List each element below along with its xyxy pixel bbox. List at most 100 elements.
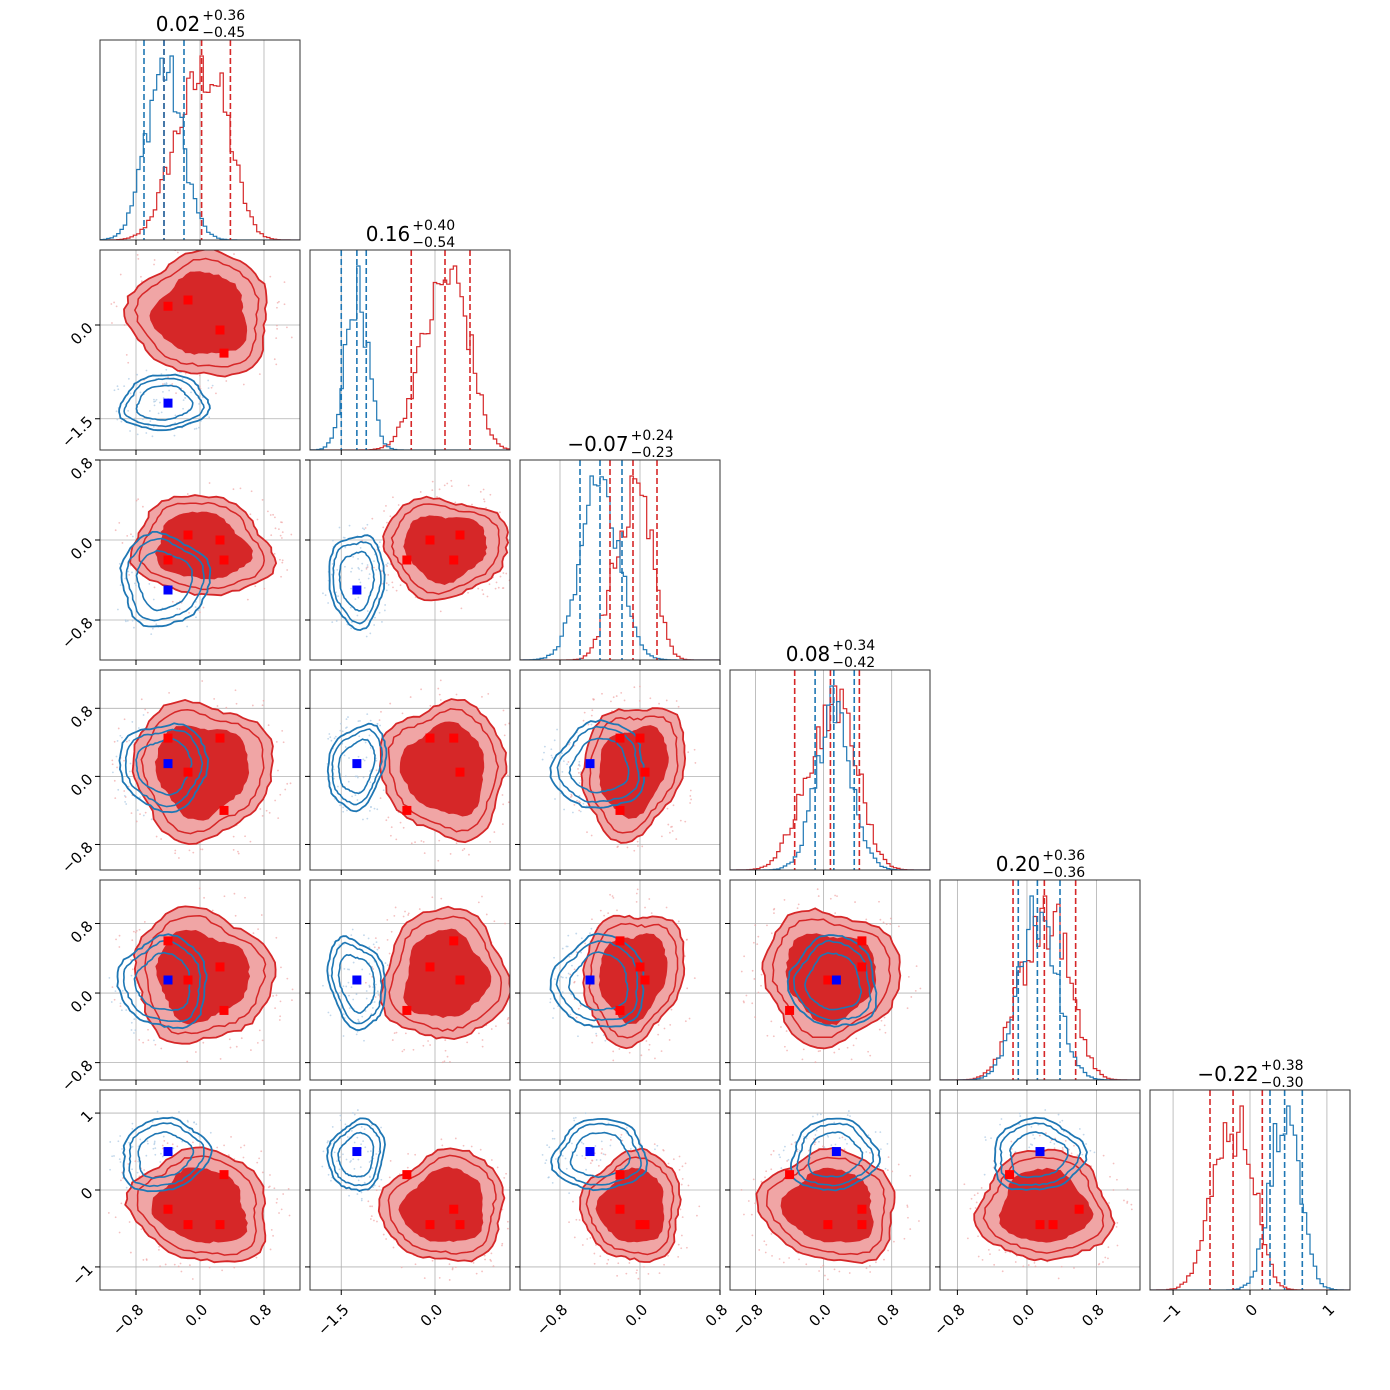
red-sample-point — [516, 969, 518, 971]
red-sample-point — [202, 606, 205, 609]
blue-sample-point — [571, 1142, 573, 1145]
red-sample-point — [644, 906, 646, 909]
red-sample-point — [595, 1244, 597, 1246]
red-sample-point — [450, 485, 453, 487]
blue-sample-point — [121, 736, 123, 739]
blue-sample-point — [544, 1162, 547, 1165]
red-sample-point — [261, 498, 264, 501]
red-sample-point — [414, 1153, 417, 1156]
blue-sample-point — [359, 547, 362, 549]
title-median: 0.08 — [786, 642, 831, 666]
red-sample-point — [485, 913, 488, 916]
blue-sample-point — [353, 1113, 356, 1116]
red-sample-point — [161, 1147, 164, 1150]
blue-sample-point — [846, 1114, 849, 1117]
blue-sample-point — [357, 720, 360, 723]
blue-sample-point — [569, 1013, 572, 1016]
blue-sample-point — [555, 1158, 557, 1160]
red-sample-point — [371, 1205, 373, 1208]
red-sample-point — [584, 942, 587, 945]
blue-sample-point — [131, 535, 134, 538]
red-sample-point — [514, 1193, 516, 1195]
red-sample-point — [855, 1037, 858, 1040]
blue-sample-point — [357, 1020, 360, 1023]
blue-sample-point — [561, 1155, 564, 1157]
red-sample-point — [970, 1197, 973, 1200]
blue-sample-point — [114, 990, 117, 993]
red-sample-point — [518, 1013, 520, 1015]
red-contour-inner — [599, 725, 669, 819]
red-sample-point — [282, 741, 285, 744]
blue-sample-point — [343, 754, 346, 757]
blue-sample-point — [136, 433, 139, 436]
red-sample-point — [143, 921, 146, 923]
red-sample-point — [915, 965, 918, 967]
blue-sample-point — [578, 795, 581, 797]
red-sample-point — [234, 914, 237, 917]
blue-sample-point — [346, 809, 348, 812]
red-sample-point — [389, 702, 392, 705]
red-sample-point — [989, 1253, 991, 1256]
blue-contour-outer — [549, 719, 647, 809]
red-sample-point — [128, 573, 131, 576]
blue-sample-point — [374, 983, 377, 986]
blue-sample-point — [619, 1136, 622, 1139]
red-sample-point — [443, 1060, 446, 1063]
blue-sample-point — [354, 598, 357, 601]
blue-sample-point — [129, 392, 132, 395]
red-sample-point — [575, 1218, 578, 1221]
red-sample-point — [162, 383, 164, 386]
red-sample-point — [278, 1019, 281, 1021]
red-sample-point — [663, 1263, 665, 1266]
blue-sample-point — [568, 741, 571, 744]
red-sample-point — [258, 373, 261, 376]
red-sample-point — [438, 693, 441, 696]
red-sample-point — [223, 1144, 225, 1147]
red-sample-point — [131, 939, 134, 942]
blue-sample-point — [562, 760, 565, 763]
red-sample-point — [662, 1149, 665, 1152]
red-sample-point — [406, 1166, 409, 1169]
blue-sample-point — [571, 811, 574, 814]
red-sample-point — [399, 821, 402, 824]
red-sample-point — [393, 914, 396, 917]
title-plus: +0.36 — [202, 8, 245, 24]
blue-sample-point — [125, 1009, 128, 1011]
blue-sample-point — [150, 818, 153, 821]
red-sample-point — [176, 251, 179, 254]
blue-sample-point — [552, 1007, 555, 1010]
blue-sample-point — [1028, 1146, 1031, 1149]
red-sample-point — [376, 1220, 378, 1223]
blue-sample-point — [123, 795, 126, 797]
red-sample-point — [188, 1264, 191, 1267]
red-sample-point — [261, 814, 264, 817]
red-sample-point — [158, 1245, 161, 1248]
red-sample-point — [760, 1180, 763, 1183]
red-sample-point — [444, 1039, 447, 1042]
blue-contour-mid — [555, 940, 639, 1022]
red-sample-point — [390, 930, 393, 933]
blue-sample-point — [984, 1139, 987, 1141]
red-sample-point — [672, 804, 675, 807]
red-sample-point — [497, 586, 500, 589]
red-sample-point — [501, 1242, 504, 1245]
blue-sample-point — [331, 563, 334, 565]
blue-sample-point — [207, 379, 210, 382]
contour-panel-3-0: −0.80.00.8 — [58, 669, 301, 877]
blue-sample-point — [113, 1155, 115, 1157]
red-marker — [785, 1170, 795, 1180]
blue-sample-point — [364, 1010, 367, 1012]
red-sample-point — [251, 704, 254, 707]
histogram-panel-3: 0.08 +0.34−0.42 — [729, 638, 931, 875]
red-sample-point — [158, 1248, 160, 1251]
blue-contour-mid — [796, 1122, 875, 1187]
blue-sample-point — [130, 1021, 133, 1024]
red-sample-point — [743, 955, 746, 958]
red-sample-point — [511, 556, 513, 558]
red-sample-point — [269, 275, 272, 278]
red-sample-point — [587, 723, 590, 726]
panel-title: 0.20 — [996, 852, 1041, 876]
red-sample-point — [502, 572, 505, 574]
red-sample-point — [584, 1157, 587, 1160]
red-sample-point — [524, 1215, 526, 1217]
